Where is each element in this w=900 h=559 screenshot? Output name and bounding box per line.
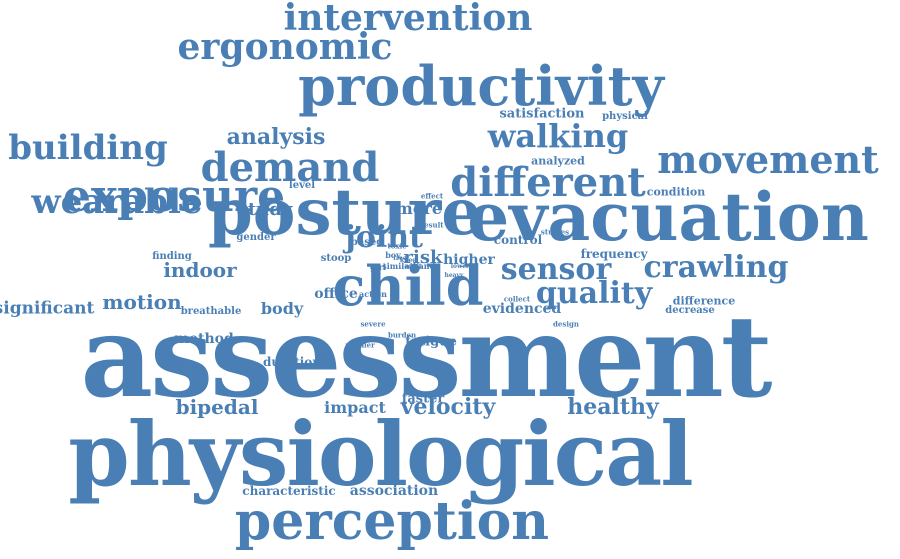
word-impact: impact <box>324 398 386 417</box>
word-evidenced: evidenced <box>482 301 562 317</box>
word-gender: gender <box>236 232 276 243</box>
word-similar: similar <box>382 261 414 271</box>
word-effect: effect <box>420 191 444 201</box>
word-studies: studies <box>540 227 570 237</box>
word-result: result <box>420 220 444 230</box>
word-action: action <box>359 289 387 299</box>
word-assessment: assessment <box>80 292 773 423</box>
word-productivity: productivity <box>298 54 664 118</box>
word-movement: movement <box>657 137 879 182</box>
word-analyzed: analyzed <box>531 154 585 168</box>
word-more: more <box>395 199 443 218</box>
word-severe: severe <box>360 319 386 329</box>
word-condition: condition <box>646 185 706 199</box>
word-crawling: crawling <box>643 250 789 285</box>
word-office: office <box>314 286 358 302</box>
word-fatigue: fatigue <box>405 334 457 350</box>
word-perception: perception <box>234 491 550 552</box>
word-walking: walking <box>487 117 629 155</box>
word-higher: higher <box>443 252 495 268</box>
word-significant: significant <box>0 298 95 319</box>
word-indoor: indoor <box>163 258 237 282</box>
word-velocity: velocity <box>400 394 496 420</box>
word-child: child <box>332 254 484 318</box>
word-demand: demand <box>200 144 380 191</box>
word-faster: faster <box>401 391 445 407</box>
word-different: different <box>450 159 646 206</box>
word-ergonomic: ergonomic <box>177 26 393 68</box>
word-characteristic: characteristic <box>242 484 336 498</box>
word-purifier: purifier <box>345 340 375 350</box>
word-level: level <box>288 180 316 191</box>
word-breathable: breathable <box>180 306 242 317</box>
word-girl: girl <box>370 262 386 272</box>
word-body: body <box>260 299 304 318</box>
word-design: design <box>553 319 579 329</box>
word-duration: duration <box>262 355 322 369</box>
word-control: control <box>493 233 543 247</box>
word-based: based <box>350 237 384 248</box>
word-healthy: healthy <box>567 394 659 420</box>
word-satisfaction: satisfaction <box>499 106 585 122</box>
word-difference: difference <box>672 294 736 308</box>
word-burden: burden <box>387 330 417 340</box>
word-bipedal: bipedal <box>175 395 259 419</box>
word-exposure: exposure <box>62 171 286 222</box>
word-joint: joint <box>345 220 423 255</box>
word-finding: finding <box>152 251 192 262</box>
word-lower: lower <box>450 263 470 270</box>
word-stoop: stoop <box>320 253 352 264</box>
word-physiological: physiological <box>68 402 693 506</box>
word-collect: collect <box>503 294 531 304</box>
word-physical: physical <box>602 111 648 122</box>
word-risk: risk <box>403 247 443 268</box>
word-heavy: heavy <box>444 272 464 279</box>
word-knee: knee <box>399 257 417 264</box>
word-posture: posture <box>208 175 482 250</box>
word-sensor: sensor <box>500 252 612 287</box>
word-decrease: decrease <box>665 305 715 316</box>
word-association: association <box>349 483 439 499</box>
word-hand: hand <box>412 261 436 271</box>
word-evacuation: evacuation <box>467 178 869 256</box>
word-motion: motion <box>102 290 182 314</box>
word-toxic: toxic <box>387 241 407 251</box>
word-intervention: intervention <box>283 0 533 39</box>
word-study: study <box>237 199 293 220</box>
word-adult: adult <box>404 263 422 270</box>
word-quality: quality <box>535 276 653 311</box>
word-method: method <box>174 331 234 347</box>
word-building: building <box>8 128 168 168</box>
word-analysis: analysis <box>226 124 326 150</box>
word-wearable: wearable <box>31 182 203 222</box>
word-boy: boy <box>385 250 401 260</box>
word-free: free <box>393 255 407 262</box>
word-frequency: frequency <box>580 247 648 261</box>
